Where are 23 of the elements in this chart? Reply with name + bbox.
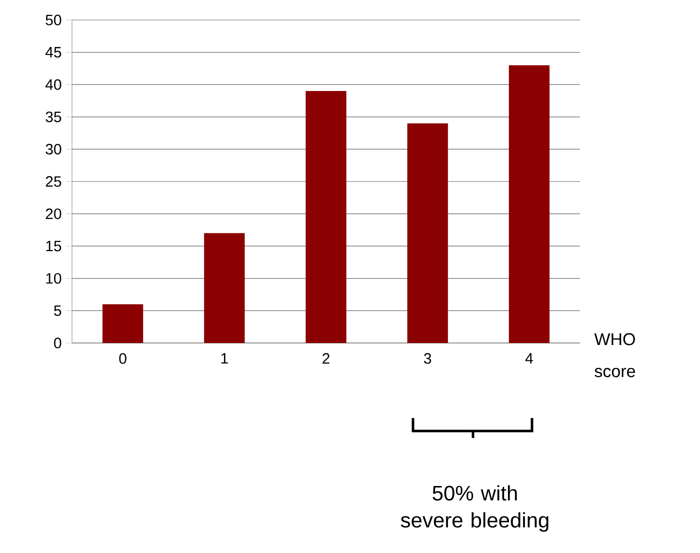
y-tick-label: 0 bbox=[54, 338, 62, 348]
x-tick-label: 3 bbox=[424, 353, 432, 364]
x-tick-label: 2 bbox=[322, 353, 330, 364]
bar bbox=[508, 65, 550, 343]
x-tick-label: 1 bbox=[221, 353, 228, 364]
y-tick-label: 50 bbox=[46, 14, 62, 26]
text: WHO score bbox=[594, 333, 636, 378]
bar bbox=[204, 233, 245, 343]
y-tick-label: 30 bbox=[46, 144, 62, 154]
bar bbox=[306, 91, 346, 343]
y-tick-label: 40 bbox=[45, 79, 62, 90]
bar bbox=[407, 123, 448, 343]
x-tick-label: 0 bbox=[119, 353, 126, 364]
y-tick-label: 5 bbox=[54, 305, 62, 316]
y-tick-label: 10 bbox=[46, 273, 62, 284]
y-tick-label: 20 bbox=[46, 208, 62, 220]
text: 50% with severe bleeding bbox=[400, 485, 548, 532]
bar bbox=[102, 304, 144, 343]
y-tick-label: 25 bbox=[46, 176, 62, 187]
y-tick-label: 15 bbox=[46, 240, 62, 252]
y-tick-label: 35 bbox=[46, 112, 62, 122]
x-tick-label: 4 bbox=[525, 353, 533, 364]
y-tick-label: 45 bbox=[45, 47, 62, 58]
